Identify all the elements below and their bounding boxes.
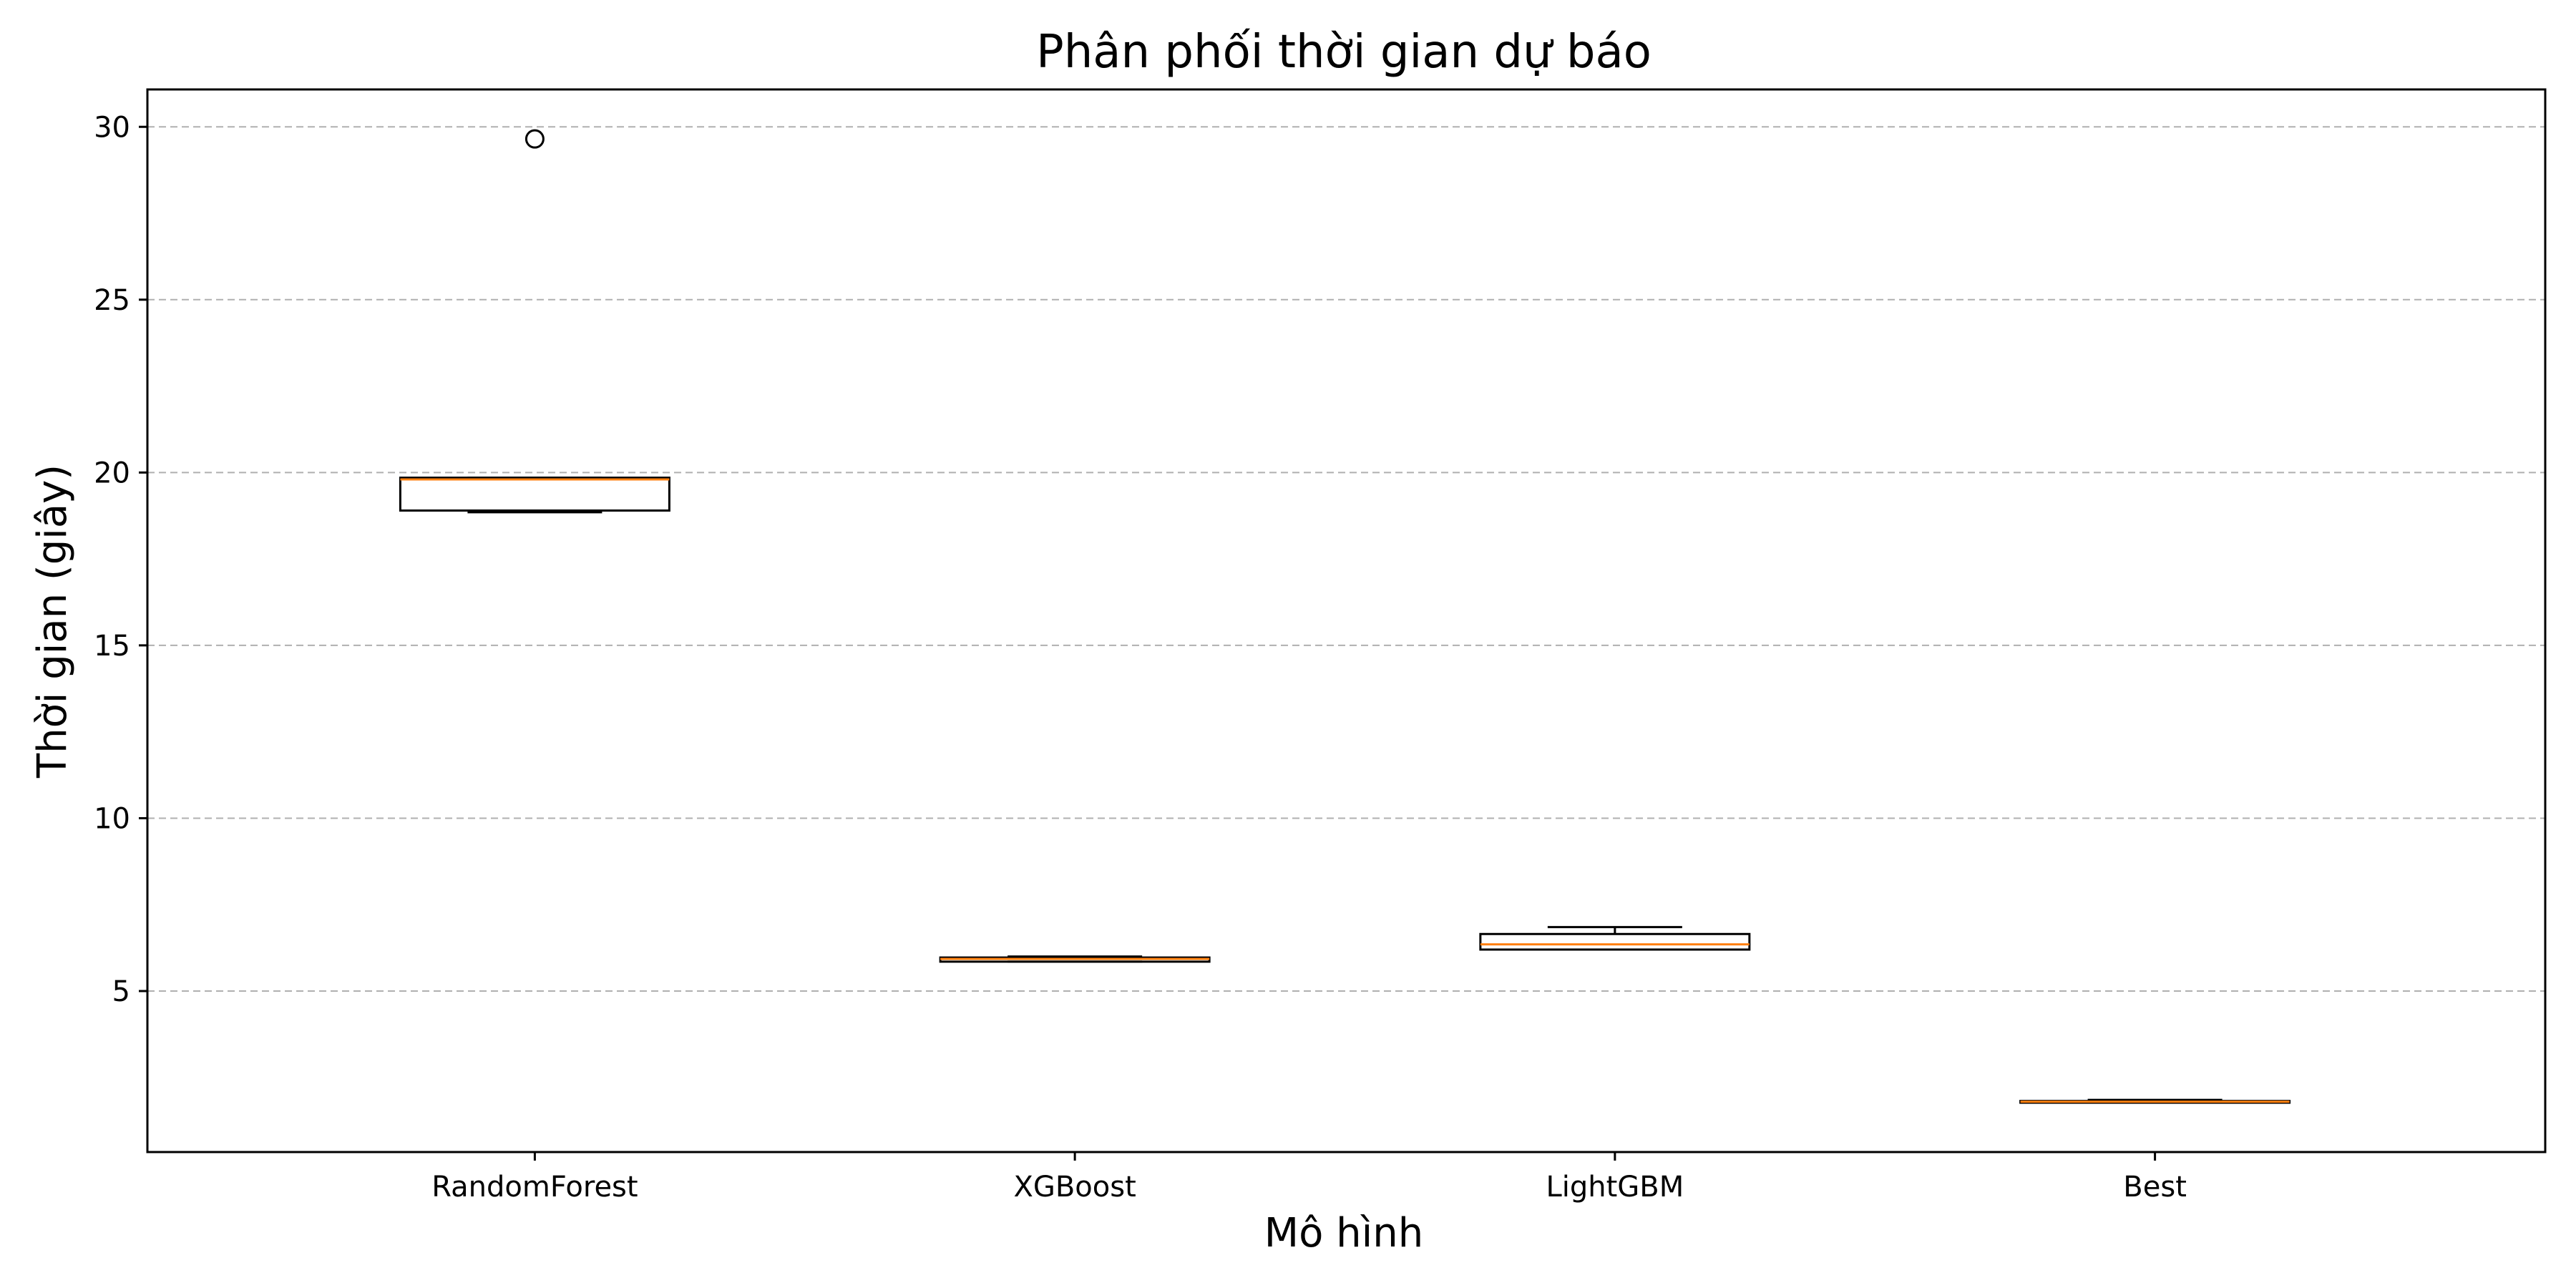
y-axis-ticks: 5 10 15 20 25 30 (94, 111, 147, 1008)
x-tick-label: Best (2123, 1171, 2187, 1204)
y-tick-label: 30 (94, 111, 130, 144)
y-axis-label: Thời gian (giây) (29, 464, 76, 779)
x-axis-label: Mô hình (1264, 1210, 1423, 1257)
y-grid-lines (147, 126, 2545, 992)
y-tick-label: 25 (94, 284, 130, 317)
x-tick-label: XGBoost (1013, 1171, 1136, 1204)
plot-area-frame (146, 88, 2547, 1153)
chart-title: Phân phối thời gian dự báo (1036, 26, 1652, 79)
box-iqr (1479, 932, 1751, 951)
outlier-point (525, 129, 545, 149)
box-series (399, 129, 2291, 1104)
y-tick-label: 5 (112, 975, 130, 1008)
y-tick-label: 10 (94, 802, 130, 835)
x-axis-ticks: RandomForest XGBoost LightGBM Best (431, 1152, 2187, 1204)
box-iqr (399, 477, 670, 512)
x-tick-label: RandomForest (431, 1171, 638, 1204)
x-tick-label: LightGBM (1546, 1171, 1684, 1204)
y-tick-label: 15 (94, 630, 130, 663)
y-tick-label: 20 (94, 457, 130, 489)
